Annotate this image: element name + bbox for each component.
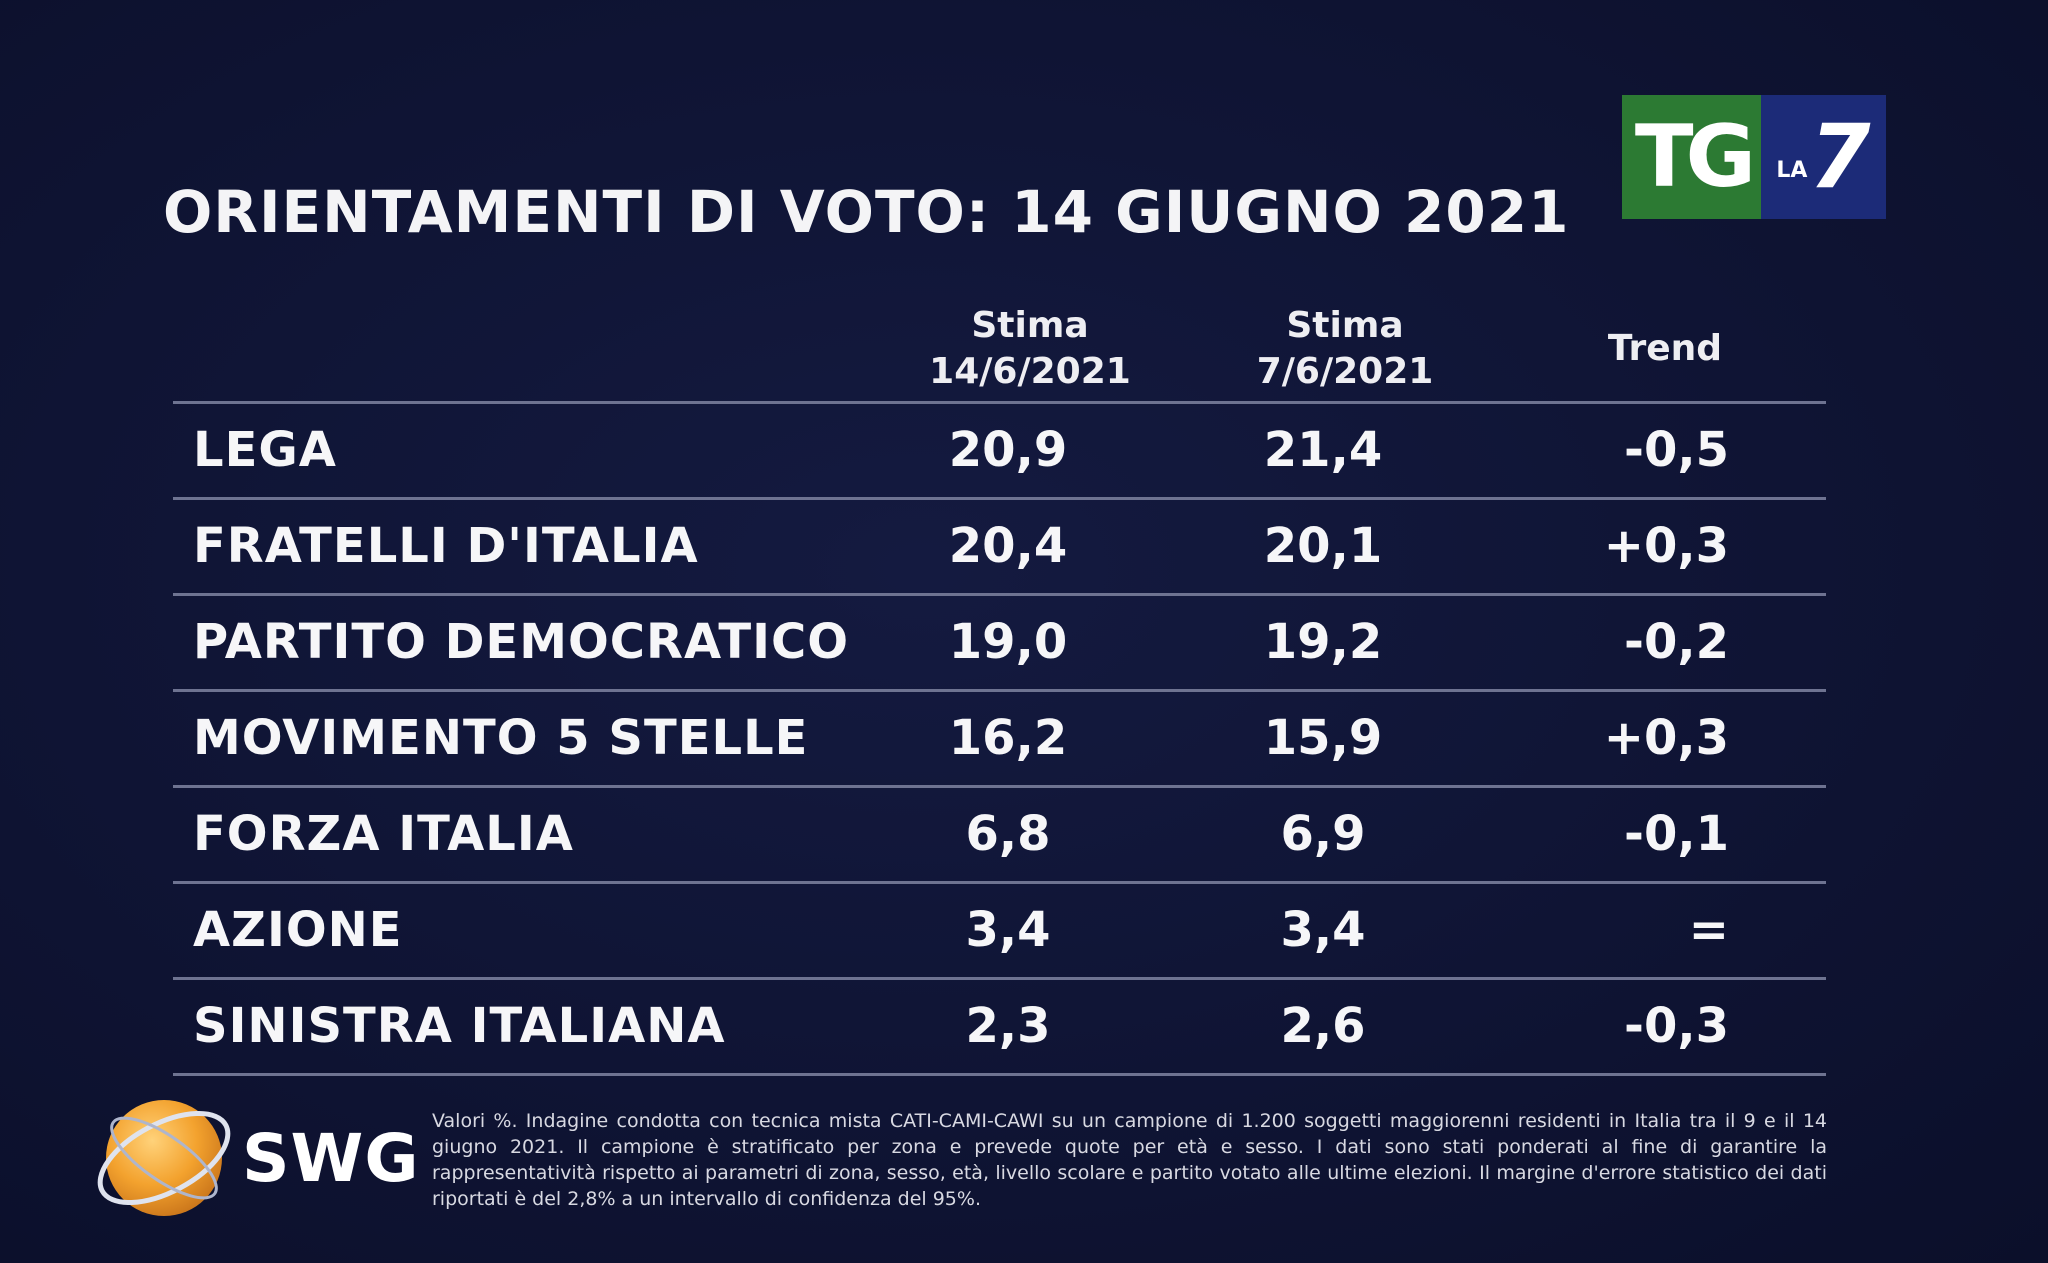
- row-divider: [173, 785, 1826, 788]
- swg-name: SWG: [242, 1120, 420, 1197]
- la7-logo-block: LA 7: [1761, 95, 1886, 219]
- row-divider: [173, 1073, 1826, 1076]
- orbit-ring-icon: [110, 1116, 218, 1200]
- party-name: MOVIMENTO 5 STELLE: [193, 710, 809, 766]
- trend-value: =: [1688, 902, 1729, 958]
- party-name: SINISTRA ITALIANA: [193, 998, 726, 1054]
- party-name: FRATELLI D'ITALIA: [193, 518, 699, 574]
- row-divider: [173, 881, 1826, 884]
- table-row: LEGA 20,9 21,4 -0,5: [173, 404, 1826, 497]
- swg-logo: [97, 1100, 231, 1216]
- estimate-7-6: 2,6: [1280, 998, 1366, 1054]
- trend-value: -0,1: [1624, 806, 1729, 862]
- column-header-line2: 14/6/2021: [929, 351, 1131, 392]
- estimate-7-6: 3,4: [1280, 902, 1366, 958]
- column-header-line1: Stima: [1286, 305, 1404, 346]
- party-name: AZIONE: [193, 902, 403, 958]
- trend-value: +0,3: [1603, 518, 1729, 574]
- table-row: FRATELLI D'ITALIA 20,4 20,1 +0,3: [173, 500, 1826, 593]
- column-header-line1: Trend: [1607, 328, 1723, 369]
- estimate-7-6: 15,9: [1263, 710, 1383, 766]
- estimate-7-6: 19,2: [1263, 614, 1383, 670]
- trend-value: +0,3: [1603, 710, 1729, 766]
- la-logo-text: LA: [1776, 157, 1808, 183]
- globe-icon: [106, 1100, 222, 1216]
- table-row: FORZA ITALIA 6,8 6,9 -0,1: [173, 788, 1826, 881]
- trend-value: -0,2: [1624, 614, 1729, 670]
- trend-value: -0,3: [1624, 998, 1729, 1054]
- estimate-7-6: 6,9: [1280, 806, 1366, 862]
- estimate-7-6: 20,1: [1263, 518, 1383, 574]
- estimate-14-6: 20,4: [948, 518, 1068, 574]
- table-row: AZIONE 3,4 3,4 =: [173, 884, 1826, 977]
- tg-la7-logo: TG LA 7: [1622, 95, 1886, 219]
- methodology-footnote: Valori %. Indagine condotta con tecnica …: [432, 1110, 1827, 1210]
- estimate-7-6: 21,4: [1263, 422, 1383, 478]
- column-header-stima-7-6: Stima 7/6/2021: [1223, 303, 1467, 395]
- trend-value: -0,5: [1624, 422, 1729, 478]
- row-divider: [173, 497, 1826, 500]
- column-header-stima-14-6: Stima 14/6/2021: [908, 303, 1152, 395]
- estimate-14-6: 19,0: [948, 614, 1068, 670]
- party-name: LEGA: [193, 422, 337, 478]
- row-divider: [173, 689, 1826, 692]
- column-header-line2: 7/6/2021: [1256, 351, 1434, 392]
- row-divider: [173, 401, 1826, 404]
- table-row: MOVIMENTO 5 STELLE 16,2 15,9 +0,3: [173, 692, 1826, 785]
- estimate-14-6: 20,9: [948, 422, 1068, 478]
- estimate-14-6: 16,2: [948, 710, 1068, 766]
- party-name: FORZA ITALIA: [193, 806, 574, 862]
- row-divider: [173, 977, 1826, 980]
- table-row: PARTITO DEMOCRATICO 19,0 19,2 -0,2: [173, 596, 1826, 689]
- page-title: ORIENTAMENTI DI VOTO: 14 GIUGNO 2021: [163, 178, 1570, 246]
- seven-logo-text: 7: [1809, 105, 1871, 208]
- row-divider: [173, 593, 1826, 596]
- estimate-14-6: 6,8: [965, 806, 1051, 862]
- tg-logo-text: TG: [1622, 95, 1761, 219]
- orbit-ring-icon: [97, 1110, 231, 1206]
- column-header-line1: Stima: [971, 305, 1089, 346]
- estimate-14-6: 3,4: [965, 902, 1051, 958]
- party-name: PARTITO DEMOCRATICO: [193, 614, 850, 670]
- table-row: SINISTRA ITALIANA 2,3 2,6 -0,3: [173, 980, 1826, 1073]
- column-header-trend: Trend: [1555, 326, 1775, 372]
- estimate-14-6: 2,3: [965, 998, 1051, 1054]
